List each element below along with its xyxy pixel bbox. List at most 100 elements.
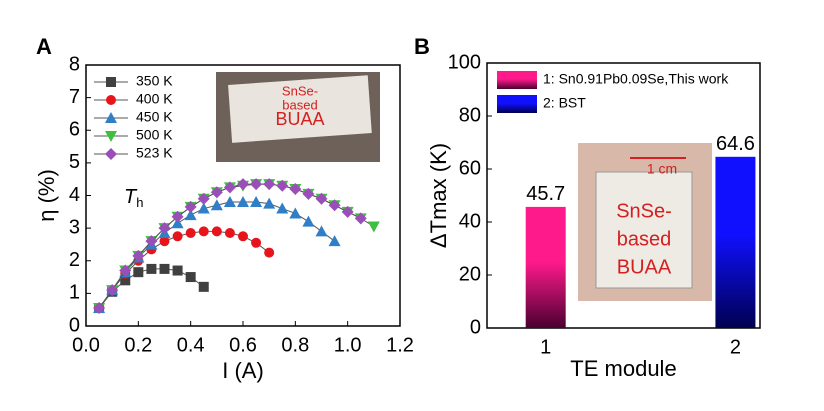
y-tick-label: 20 (459, 263, 481, 285)
marker (146, 263, 157, 274)
x-tick-label: 2 (730, 336, 741, 358)
annotation-symbol: T (124, 186, 138, 208)
photo-module (228, 75, 372, 143)
legend-marker (105, 112, 117, 123)
marker (224, 228, 235, 239)
y-tick-label: 0 (470, 316, 481, 338)
y-tick-label: 4 (69, 184, 80, 206)
marker (223, 196, 236, 208)
marker (223, 181, 236, 194)
legend-label: 450 K (136, 109, 173, 125)
y-tick-label: 2 (69, 249, 80, 271)
data-label: 64.6 (716, 133, 755, 155)
legend-label: 400 K (136, 91, 173, 107)
marker (185, 272, 196, 283)
marker (276, 179, 289, 192)
marker (106, 284, 119, 297)
marker (328, 199, 341, 212)
marker (302, 187, 315, 200)
marker (172, 231, 183, 242)
y-tick-label: 8 (69, 53, 80, 75)
y-axis-label: ΔTmax (K) (426, 143, 451, 248)
marker (237, 178, 249, 191)
x-tick-label: 1 (540, 336, 551, 358)
legend-marker (106, 95, 116, 105)
marker (159, 263, 170, 274)
marker (145, 235, 158, 248)
photo-module (595, 171, 693, 289)
legend-label: 2: BST (543, 95, 586, 111)
marker (132, 249, 145, 262)
y-tick-label: 3 (69, 216, 80, 238)
photo-text: BUAA (275, 109, 324, 129)
marker (302, 215, 315, 227)
x-tick-label: 0.6 (229, 334, 257, 356)
y-tick-label: 1 (69, 282, 80, 304)
y-tick-label: 60 (459, 157, 481, 179)
legend-swatch (497, 95, 537, 113)
annotation-subscript: h (136, 195, 143, 210)
marker (210, 199, 223, 211)
plot-frame (486, 62, 761, 329)
photo-text: SnSe- (616, 200, 672, 222)
marker (172, 265, 183, 276)
marker (171, 210, 184, 223)
marker (184, 200, 197, 213)
photo-text: based (282, 97, 317, 112)
y-tick-label: 40 (459, 210, 481, 232)
bar (715, 156, 756, 328)
marker (263, 178, 276, 191)
marker (250, 196, 263, 208)
panel-label: B (414, 34, 430, 59)
annotation: Th (124, 186, 143, 210)
marker (197, 192, 210, 205)
marker (198, 281, 209, 292)
marker (198, 226, 209, 237)
marker (263, 197, 276, 209)
legend-label: 523 K (136, 145, 173, 161)
x-tick-label: 0.0 (72, 334, 100, 356)
marker (93, 302, 106, 315)
x-tick-label: 0.8 (281, 334, 309, 356)
marker (120, 275, 131, 286)
x-axis-label: TE module (570, 356, 676, 381)
marker (264, 247, 275, 258)
marker (197, 202, 210, 214)
marker (119, 264, 132, 277)
marker (237, 196, 249, 208)
panel-label: A (36, 34, 52, 59)
photo-text: BUAA (617, 256, 672, 278)
legend-marker (105, 131, 117, 142)
marker (159, 236, 170, 247)
marker (315, 225, 328, 237)
marker (184, 209, 197, 221)
y-tick-label: 5 (69, 151, 80, 173)
x-tick-label: 0.4 (177, 334, 205, 356)
bar (525, 206, 566, 328)
legend-marker (106, 77, 116, 87)
y-tick-label: 7 (69, 86, 80, 108)
legend-label: 1: Sn0.91Pb0.09Se,This work (543, 71, 729, 87)
y-tick-label: 80 (459, 104, 481, 126)
marker (210, 186, 223, 199)
marker (289, 182, 302, 195)
marker (315, 192, 328, 205)
legend-swatch (497, 71, 537, 89)
marker (185, 228, 196, 239)
y-tick-label: 6 (69, 119, 80, 141)
legend-marker (105, 148, 117, 160)
marker (133, 267, 144, 278)
photo-text: based (617, 228, 672, 250)
legend-label: 350 K (136, 73, 173, 89)
marker (250, 178, 263, 191)
marker (276, 202, 289, 214)
marker (367, 221, 380, 233)
x-tick-label: 1.2 (386, 334, 414, 356)
marker (289, 207, 302, 219)
y-tick-label: 0 (69, 314, 80, 336)
x-tick-label: 0.2 (124, 334, 152, 356)
data-label: 45.7 (526, 183, 565, 205)
photo-text: 1 cm (647, 161, 677, 177)
y-axis-label: η (%) (34, 169, 59, 222)
